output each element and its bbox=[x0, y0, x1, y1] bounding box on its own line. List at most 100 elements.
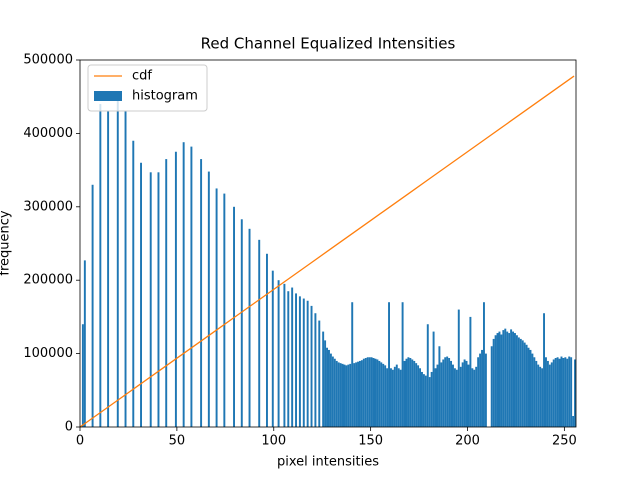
histogram-bar bbox=[519, 338, 522, 427]
histogram-bar bbox=[452, 364, 454, 427]
histogram-bar bbox=[382, 363, 385, 427]
histogram-bar bbox=[492, 338, 495, 427]
histogram-bar bbox=[298, 296, 301, 427]
legend: cdf histogram bbox=[87, 64, 208, 112]
histogram-bar bbox=[496, 333, 499, 427]
histogram-bar bbox=[477, 357, 480, 427]
histogram-bar bbox=[562, 358, 565, 427]
histogram-bar bbox=[541, 368, 544, 427]
histogram-bar bbox=[124, 111, 127, 427]
legend-swatch bbox=[94, 91, 122, 101]
histogram-bar bbox=[531, 353, 534, 427]
histogram-bar bbox=[384, 365, 387, 427]
histogram-bar bbox=[403, 360, 406, 427]
histogram-bar bbox=[572, 415, 575, 427]
histogram-bar bbox=[91, 184, 94, 427]
histogram-bar bbox=[401, 302, 404, 427]
plot-area bbox=[79, 75, 576, 428]
histogram-bar bbox=[473, 369, 476, 427]
histogram-bar bbox=[527, 347, 530, 427]
histogram-bar bbox=[479, 353, 482, 427]
histogram-bar bbox=[324, 340, 327, 427]
histogram-bar bbox=[329, 353, 332, 427]
histogram-bar bbox=[514, 333, 516, 427]
x-tick-label: 150 bbox=[358, 434, 383, 449]
histogram-bar bbox=[564, 357, 567, 427]
x-tick-label: 200 bbox=[455, 434, 480, 449]
x-axis-label: pixel intensities bbox=[277, 455, 379, 470]
histogram-bar bbox=[393, 366, 396, 427]
axes-frame bbox=[79, 59, 577, 428]
histogram-bar bbox=[506, 331, 509, 427]
histogram-bar bbox=[271, 270, 274, 427]
histogram-bar bbox=[347, 364, 350, 427]
histogram-bar bbox=[376, 359, 379, 427]
histogram-bar bbox=[157, 172, 160, 427]
histogram-bar bbox=[339, 363, 342, 427]
histogram-bar bbox=[291, 287, 294, 427]
histogram-bar bbox=[502, 330, 505, 427]
histogram-bar bbox=[287, 291, 290, 427]
histogram-bar bbox=[539, 366, 542, 427]
histogram-bar bbox=[174, 151, 177, 427]
cdf-line bbox=[79, 75, 575, 428]
legend-label: histogram bbox=[132, 89, 198, 104]
histogram-bar bbox=[409, 358, 412, 427]
histogram-bar bbox=[494, 335, 497, 427]
histogram-bar bbox=[545, 357, 547, 427]
histogram-bar bbox=[450, 360, 452, 427]
histogram-bar bbox=[353, 363, 356, 427]
histogram-bar bbox=[465, 360, 468, 427]
chart-title: Red Channel Equalized Intensities bbox=[201, 35, 456, 53]
histogram-bar bbox=[306, 300, 309, 427]
histogram-bar bbox=[310, 305, 313, 427]
histogram-bar bbox=[560, 356, 563, 427]
histogram-bar bbox=[442, 359, 445, 427]
y-tick-label: 100000 bbox=[23, 346, 73, 361]
histogram-bar bbox=[207, 171, 210, 427]
histogram-bar bbox=[533, 357, 536, 427]
histogram-bar bbox=[386, 368, 389, 427]
histogram-bar bbox=[508, 333, 511, 427]
histogram-bar bbox=[295, 293, 297, 427]
histogram-bar bbox=[483, 302, 485, 427]
histogram-bar bbox=[504, 328, 507, 427]
histogram-bar bbox=[415, 363, 418, 427]
histogram-bar bbox=[459, 366, 462, 427]
histogram-bar bbox=[537, 364, 540, 427]
histogram-bar bbox=[523, 342, 526, 427]
histogram-bar bbox=[283, 283, 286, 427]
histogram-bar bbox=[543, 313, 545, 427]
histogram-bar bbox=[421, 371, 423, 427]
histogram-bar bbox=[391, 369, 394, 427]
histogram-bar bbox=[554, 358, 557, 427]
histogram-bar bbox=[419, 368, 421, 427]
histogram-bar bbox=[341, 363, 344, 427]
y-tick-label: 0 bbox=[65, 420, 73, 435]
histogram-bar bbox=[337, 362, 340, 427]
histogram-bar bbox=[388, 302, 390, 427]
x-tick-label: 50 bbox=[169, 434, 186, 449]
histogram-bar bbox=[380, 362, 383, 427]
histogram-bar bbox=[314, 313, 317, 427]
y-tick-label: 400000 bbox=[23, 126, 73, 141]
histogram-bar bbox=[266, 253, 268, 427]
x-tick-label: 0 bbox=[76, 434, 84, 449]
histogram-bar bbox=[566, 358, 569, 427]
histogram-bar bbox=[444, 357, 447, 427]
histogram-bar bbox=[570, 357, 573, 427]
histogram-bar bbox=[510, 329, 513, 427]
histogram-bar bbox=[302, 298, 305, 427]
histogram-bar bbox=[399, 369, 402, 427]
histogram-bar bbox=[463, 359, 466, 427]
histogram-bar bbox=[517, 337, 520, 427]
histogram-bar bbox=[107, 111, 110, 427]
histogram-bar bbox=[140, 162, 142, 427]
histogram-bar bbox=[512, 331, 514, 427]
histogram-bar bbox=[355, 362, 358, 427]
histogram-bar bbox=[469, 316, 472, 427]
histogram-bar bbox=[475, 366, 478, 427]
histogram-bar bbox=[407, 357, 410, 427]
histogram-bar bbox=[484, 353, 487, 427]
histogram-bar bbox=[200, 159, 203, 427]
